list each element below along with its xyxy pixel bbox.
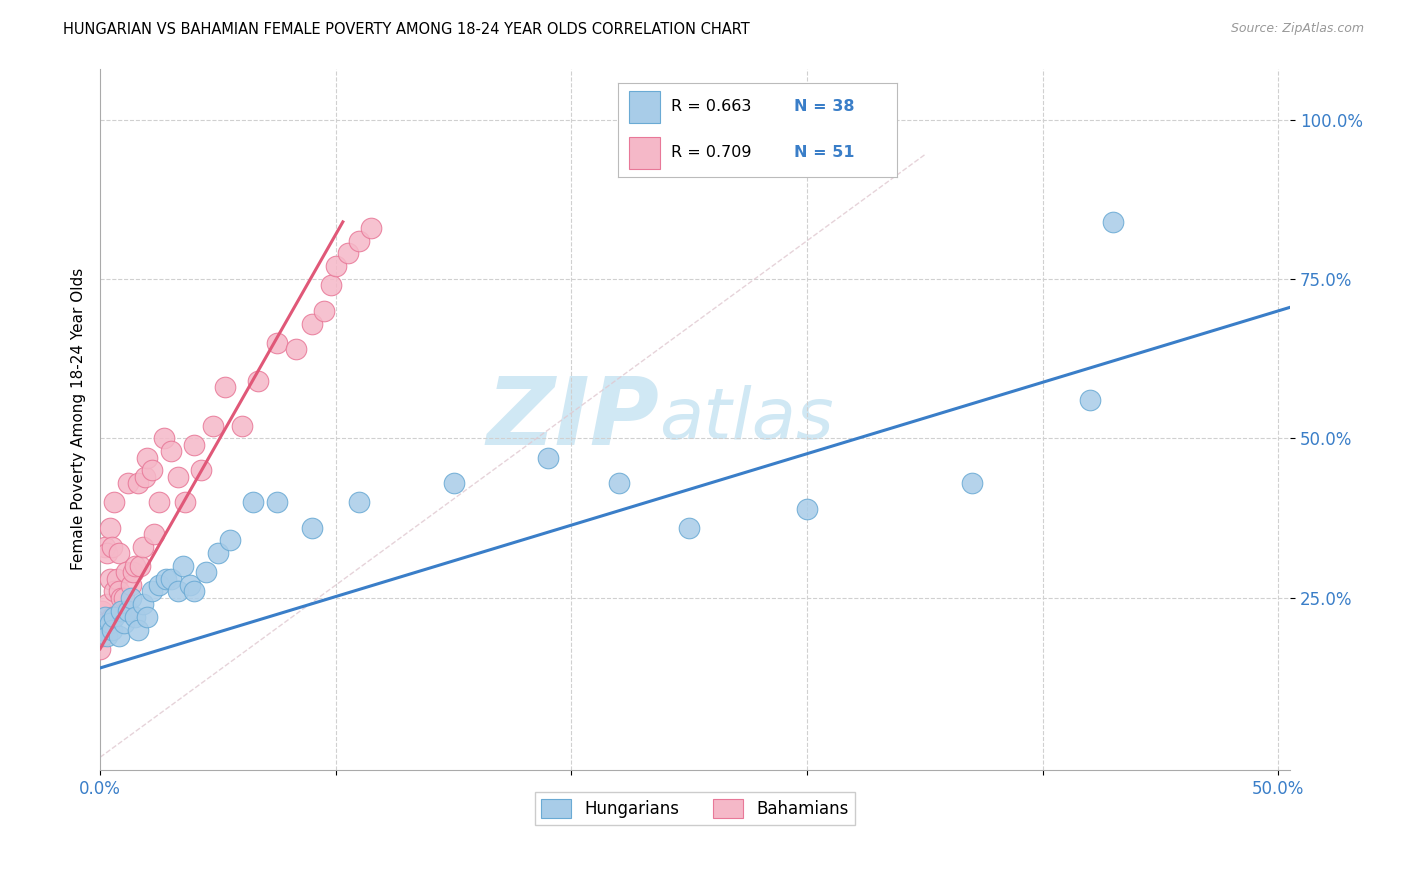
Point: [127, 476, 149, 491]
Point: [108, 546, 131, 560]
Point: [101, 623, 124, 637]
Point: [266, 335, 288, 350]
Point: [202, 418, 225, 433]
Point: [159, 444, 181, 458]
Point: [312, 303, 335, 318]
Point: [89, 641, 111, 656]
Point: [266, 495, 288, 509]
Point: [110, 603, 132, 617]
Point: [108, 629, 131, 643]
Text: Source: ZipAtlas.com: Source: ZipAtlas.com: [1230, 22, 1364, 36]
Point: [148, 495, 170, 509]
Point: [103, 610, 125, 624]
Point: [207, 546, 229, 560]
Point: [112, 616, 135, 631]
Point: [537, 450, 560, 465]
Point: [174, 495, 197, 509]
Point: [325, 259, 347, 273]
Point: [319, 278, 342, 293]
Point: [91, 629, 114, 643]
Point: [360, 221, 382, 235]
Point: [134, 469, 156, 483]
Point: [159, 572, 181, 586]
Point: [131, 597, 153, 611]
Point: [108, 584, 131, 599]
Point: [96, 546, 118, 560]
Point: [796, 501, 818, 516]
Point: [195, 566, 218, 580]
Y-axis label: Female Poverty Among 18-24 Year Olds: Female Poverty Among 18-24 Year Olds: [72, 268, 86, 570]
Point: [678, 521, 700, 535]
Point: [94, 540, 117, 554]
Point: [1102, 214, 1125, 228]
Point: [349, 234, 371, 248]
Point: [167, 469, 190, 483]
Point: [960, 476, 983, 491]
Point: [98, 521, 121, 535]
Point: [443, 476, 465, 491]
Point: [349, 495, 371, 509]
Point: [183, 584, 205, 599]
Point: [179, 578, 201, 592]
Point: [105, 572, 128, 586]
Point: [101, 540, 124, 554]
Point: [98, 572, 121, 586]
Point: [136, 610, 159, 624]
Point: [115, 603, 138, 617]
Point: [96, 629, 118, 643]
Legend: Hungarians, Bahamians: Hungarians, Bahamians: [534, 792, 855, 825]
Point: [101, 610, 124, 624]
Point: [112, 591, 135, 605]
Point: [91, 623, 114, 637]
Point: [136, 450, 159, 465]
Point: [129, 558, 152, 573]
Point: [122, 566, 145, 580]
Point: [301, 317, 323, 331]
Point: [131, 540, 153, 554]
Point: [301, 521, 323, 535]
Point: [127, 623, 149, 637]
Point: [247, 374, 270, 388]
Point: [91, 603, 114, 617]
Point: [98, 616, 121, 631]
Point: [155, 572, 177, 586]
Point: [336, 246, 359, 260]
Point: [172, 558, 194, 573]
Point: [117, 603, 139, 617]
Point: [141, 584, 163, 599]
Point: [607, 476, 630, 491]
Point: [141, 463, 163, 477]
Point: [96, 597, 118, 611]
Point: [218, 533, 240, 548]
Point: [120, 591, 142, 605]
Text: atlas: atlas: [659, 384, 834, 454]
Point: [143, 527, 166, 541]
Point: [190, 463, 212, 477]
Point: [231, 418, 253, 433]
Point: [117, 476, 139, 491]
Point: [124, 558, 146, 573]
Point: [124, 610, 146, 624]
Point: [120, 578, 142, 592]
Point: [103, 495, 125, 509]
Point: [167, 584, 190, 599]
Point: [152, 431, 174, 445]
Point: [1078, 393, 1101, 408]
Point: [94, 616, 117, 631]
Point: [214, 380, 236, 394]
Point: [110, 591, 132, 605]
Point: [94, 610, 117, 624]
Point: [284, 342, 307, 356]
Point: [103, 584, 125, 599]
Text: HUNGARIAN VS BAHAMIAN FEMALE POVERTY AMONG 18-24 YEAR OLDS CORRELATION CHART: HUNGARIAN VS BAHAMIAN FEMALE POVERTY AMO…: [63, 22, 749, 37]
Point: [115, 566, 138, 580]
Text: ZIP: ZIP: [486, 373, 659, 466]
Point: [148, 578, 170, 592]
Point: [242, 495, 264, 509]
Point: [183, 438, 205, 452]
